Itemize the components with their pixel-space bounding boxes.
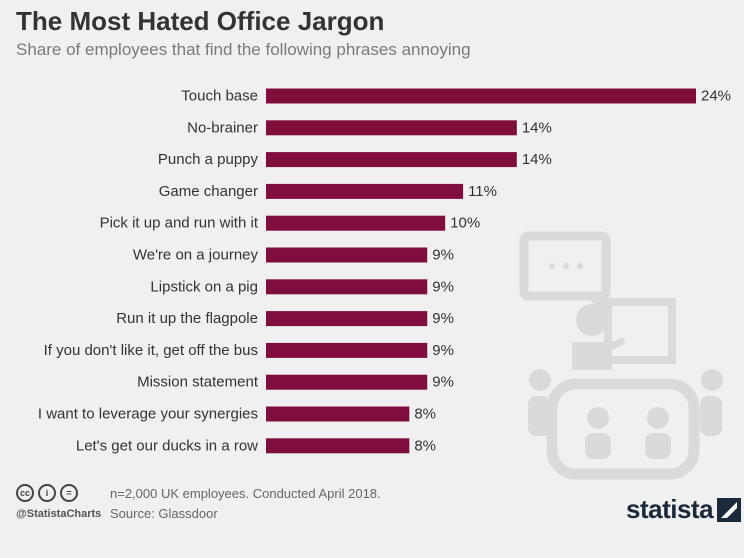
bar [266, 215, 446, 231]
bar [266, 152, 517, 168]
category-label: Game changer [159, 183, 258, 200]
value-label: 9% [432, 342, 454, 359]
value-label: 14% [522, 119, 552, 136]
category-label: Let's get our ducks in a row [76, 437, 258, 454]
source-note: Source: Glassdoor [110, 506, 218, 521]
category-label: Pick it up and run with it [100, 215, 259, 232]
bar [266, 279, 428, 295]
category-label: Mission statement [137, 374, 259, 391]
value-label: 11% [468, 183, 497, 200]
chart-title: The Most Hated Office Jargon [16, 6, 385, 36]
twitter-handle: @StatistaCharts [16, 508, 102, 520]
category-label: We're on a journey [133, 247, 259, 264]
bar [266, 88, 696, 104]
equals-icon: = [60, 484, 78, 502]
value-label: 10% [450, 215, 480, 232]
statista-logo[interactable]: statista [626, 494, 742, 525]
bar [266, 342, 428, 358]
sample-note: n=2,000 UK employees. Conducted April 20… [110, 486, 381, 501]
cc-icon: cc [16, 484, 34, 502]
value-label: 8% [414, 406, 436, 423]
bar [266, 120, 517, 136]
value-label: 8% [414, 437, 436, 454]
statista-mark-icon [717, 497, 742, 522]
brand-name: statista [626, 494, 714, 524]
category-label: I want to leverage your synergies [38, 406, 258, 423]
value-label: 9% [432, 278, 454, 295]
value-label: 24% [701, 88, 731, 105]
chart-subtitle: Share of employees that find the followi… [16, 40, 471, 59]
category-label: Lipstick on a pig [150, 278, 258, 295]
bar [266, 406, 410, 422]
value-label: 9% [432, 310, 454, 327]
category-label: If you don't like it, get off the bus [44, 342, 258, 359]
value-label: 14% [522, 151, 552, 168]
license-icons: cc i = [16, 484, 78, 502]
bar [266, 374, 428, 390]
category-label: No-brainer [187, 119, 258, 136]
bar [266, 438, 410, 454]
bar [266, 247, 428, 263]
bar-chart: Touch base 24% No-brainer 14% Punch a puppy 1… [38, 88, 731, 455]
bar [266, 183, 464, 199]
person-icon: i [38, 484, 56, 502]
value-label: 9% [432, 247, 454, 264]
category-label: Punch a puppy [158, 151, 259, 168]
category-label: Touch base [181, 88, 258, 105]
bar [266, 311, 428, 327]
category-label: Run it up the flagpole [116, 310, 258, 327]
value-label: 9% [432, 374, 454, 391]
